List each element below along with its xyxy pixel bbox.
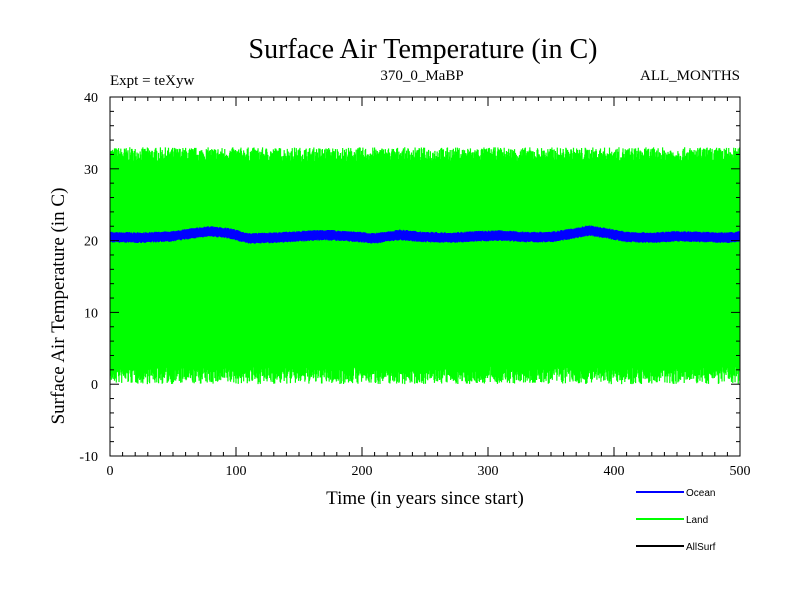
y-tick-label: 40 xyxy=(84,91,98,106)
y-tick-label: -10 xyxy=(79,450,98,465)
ocean-series xyxy=(110,225,740,244)
land-series xyxy=(110,147,740,385)
x-tick-label: 0 xyxy=(107,464,114,479)
experiment-label: Expt = teXyw xyxy=(110,73,194,89)
period-label: 370_0_MaBP xyxy=(380,68,463,84)
y-tick-label: 10 xyxy=(84,306,98,321)
x-tick-label: 300 xyxy=(478,464,499,479)
x-axis-label: Time (in years since start) xyxy=(326,488,524,509)
x-tick-label: 100 xyxy=(226,464,247,479)
legend-label-ocean: Ocean xyxy=(686,488,715,499)
months-label: ALL_MONTHS xyxy=(640,68,740,84)
x-axis: 0 100 200 300 400 500 xyxy=(107,97,751,479)
land-band-fill xyxy=(110,161,740,367)
x-tick-label: 500 xyxy=(730,464,751,479)
legend-label-allsurf: AllSurf xyxy=(686,542,716,553)
legend: Ocean Land AllSurf xyxy=(636,488,716,553)
legend-label-land: Land xyxy=(686,515,708,526)
x-tick-label: 200 xyxy=(352,464,373,479)
ocean-oscillation xyxy=(110,225,740,244)
y-tick-label: 30 xyxy=(84,163,98,178)
y-tick-label: 20 xyxy=(84,235,98,250)
y-tick-label: 0 xyxy=(91,378,98,393)
plot-area xyxy=(110,147,740,385)
y-axis-label: Surface Air Temperature (in C) xyxy=(48,188,69,425)
x-tick-label: 400 xyxy=(604,464,625,479)
y-axis: -10 0 10 20 30 40 xyxy=(79,91,740,465)
chart-title: Surface Air Temperature (in C) xyxy=(249,34,598,65)
